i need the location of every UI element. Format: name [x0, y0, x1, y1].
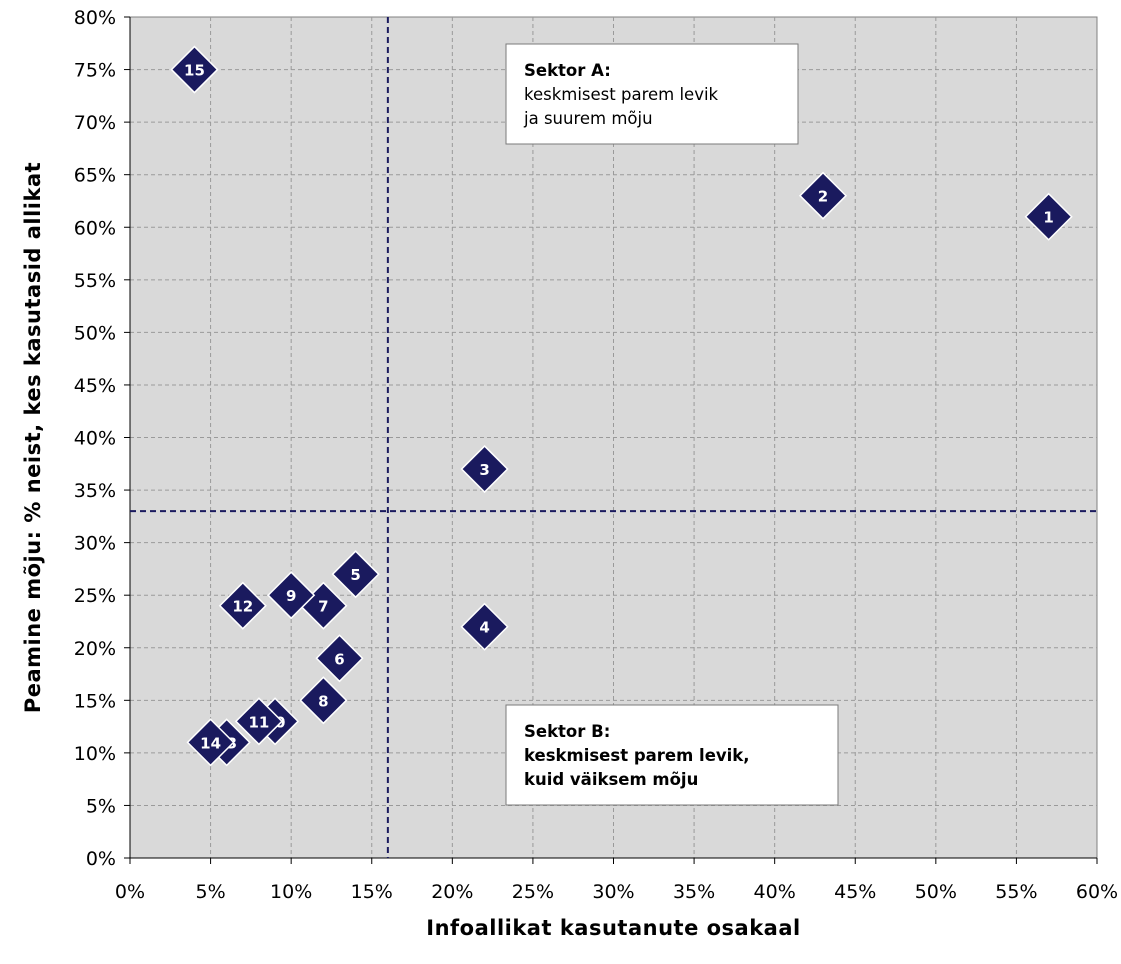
diamond-marker [170, 45, 219, 94]
sector-a-line: Sektor A: [524, 61, 611, 80]
diamond-marker [315, 634, 364, 683]
x-axis-title: Infoallikat kasutanute osakaal [426, 916, 800, 940]
sector-b-line: kuid väiksem mõju [524, 770, 698, 789]
y-tick-label: 80% [74, 7, 116, 29]
data-points: 123456789101112131415 [170, 45, 1073, 767]
y-tick-label: 35% [74, 480, 116, 502]
diamond-marker [798, 171, 848, 220]
diamond-marker [299, 676, 348, 725]
point-label: 15 [184, 62, 205, 80]
x-tick-label: 35% [673, 881, 715, 903]
y-tick-label: 75% [74, 60, 116, 82]
x-tick-label: 40% [754, 881, 796, 903]
sector-annotations: Sektor A: keskmisest parem levik ja suurem… [505, 43, 839, 806]
point-label: 8 [318, 692, 328, 710]
point-label: 3 [479, 461, 489, 479]
data-point-1: 1 [1024, 192, 1073, 241]
point-label: 4 [479, 619, 489, 637]
y-tick-label: 0% [86, 848, 116, 870]
data-point-9: 9 [267, 571, 316, 620]
x-tick-label: 25% [512, 881, 554, 903]
data-point-6: 6 [315, 634, 364, 683]
data-point-2: 2 [798, 171, 848, 220]
sector-b-annotation: Sektor B: keskmisest parem levik, kuid väi… [505, 704, 839, 806]
y-tick-label: 60% [74, 217, 116, 239]
sector-b-box [505, 704, 839, 806]
diamond-marker [267, 571, 316, 620]
y-tick-label: 25% [74, 585, 116, 607]
y-axis: 0% 5% 10% 15% 20% 25% 30% 35% 40% 45% 50% 55% 60% 65%… [74, 7, 130, 870]
data-point-5: 5 [331, 550, 380, 599]
x-tick-label: 0% [115, 881, 145, 903]
diamond-marker [234, 697, 283, 746]
point-label: 12 [232, 598, 253, 616]
data-point-3: 3 [460, 444, 509, 494]
point-label: 7 [318, 598, 328, 616]
y-tick-label: 30% [74, 533, 116, 555]
sector-a-annotation: Sektor A: keskmisest parem levik ja suurem… [505, 43, 799, 145]
sector-a-line: ja suurem mõju [523, 109, 653, 128]
x-tick-label: 50% [915, 881, 957, 903]
y-axis-title: Peamine mõju: % neist, kes kasutasid all… [21, 162, 45, 713]
y-tick-label: 5% [86, 795, 116, 817]
y-tick-label: 40% [74, 428, 116, 450]
x-tick-label: 55% [995, 881, 1037, 903]
y-tick-label: 65% [74, 165, 116, 187]
data-point-11: 11 [234, 697, 283, 746]
y-tick-label: 10% [74, 743, 116, 765]
point-label: 9 [286, 587, 296, 605]
reference-lines [130, 17, 1097, 858]
diamond-marker [1024, 192, 1073, 241]
x-axis: 0% 5% 10% 15% 20% 25% 30% 35% 40% 45% 50% 55% 60% [115, 858, 1118, 903]
diamond-marker [460, 602, 509, 651]
x-tick-label: 30% [592, 881, 634, 903]
x-tick-label: 20% [431, 881, 473, 903]
x-tick-label: 60% [1076, 881, 1118, 903]
sector-a-box [505, 43, 799, 145]
y-tick-label: 50% [74, 322, 116, 344]
y-tick-label: 15% [74, 690, 116, 712]
sector-a-line: keskmisest parem levik [524, 85, 719, 104]
data-point-8: 8 [299, 676, 348, 725]
point-label: 2 [818, 188, 828, 206]
x-tick-label: 10% [270, 881, 312, 903]
diamond-marker [331, 550, 380, 599]
data-point-14: 14 [186, 718, 235, 767]
diamond-marker [218, 581, 267, 630]
y-tick-label: 55% [74, 270, 116, 292]
y-tick-label: 45% [74, 375, 116, 397]
x-tick-label: 15% [351, 881, 393, 903]
data-point-4: 4 [460, 602, 509, 651]
data-point-12: 12 [218, 581, 267, 630]
point-label: 1 [1043, 209, 1053, 227]
x-tick-label: 5% [196, 881, 226, 903]
point-label: 11 [248, 713, 269, 731]
data-point-15: 15 [170, 45, 219, 94]
x-tick-label: 45% [834, 881, 876, 903]
sector-b-line: keskmisest parem levik, [524, 746, 750, 765]
point-label: 6 [334, 650, 344, 668]
point-label: 14 [200, 734, 221, 752]
y-tick-label: 70% [74, 112, 116, 134]
diamond-marker [460, 444, 509, 494]
sector-b-line: Sektor B: [524, 722, 610, 741]
y-tick-label: 20% [74, 638, 116, 660]
diamond-marker [186, 718, 235, 767]
point-label: 5 [350, 566, 360, 584]
